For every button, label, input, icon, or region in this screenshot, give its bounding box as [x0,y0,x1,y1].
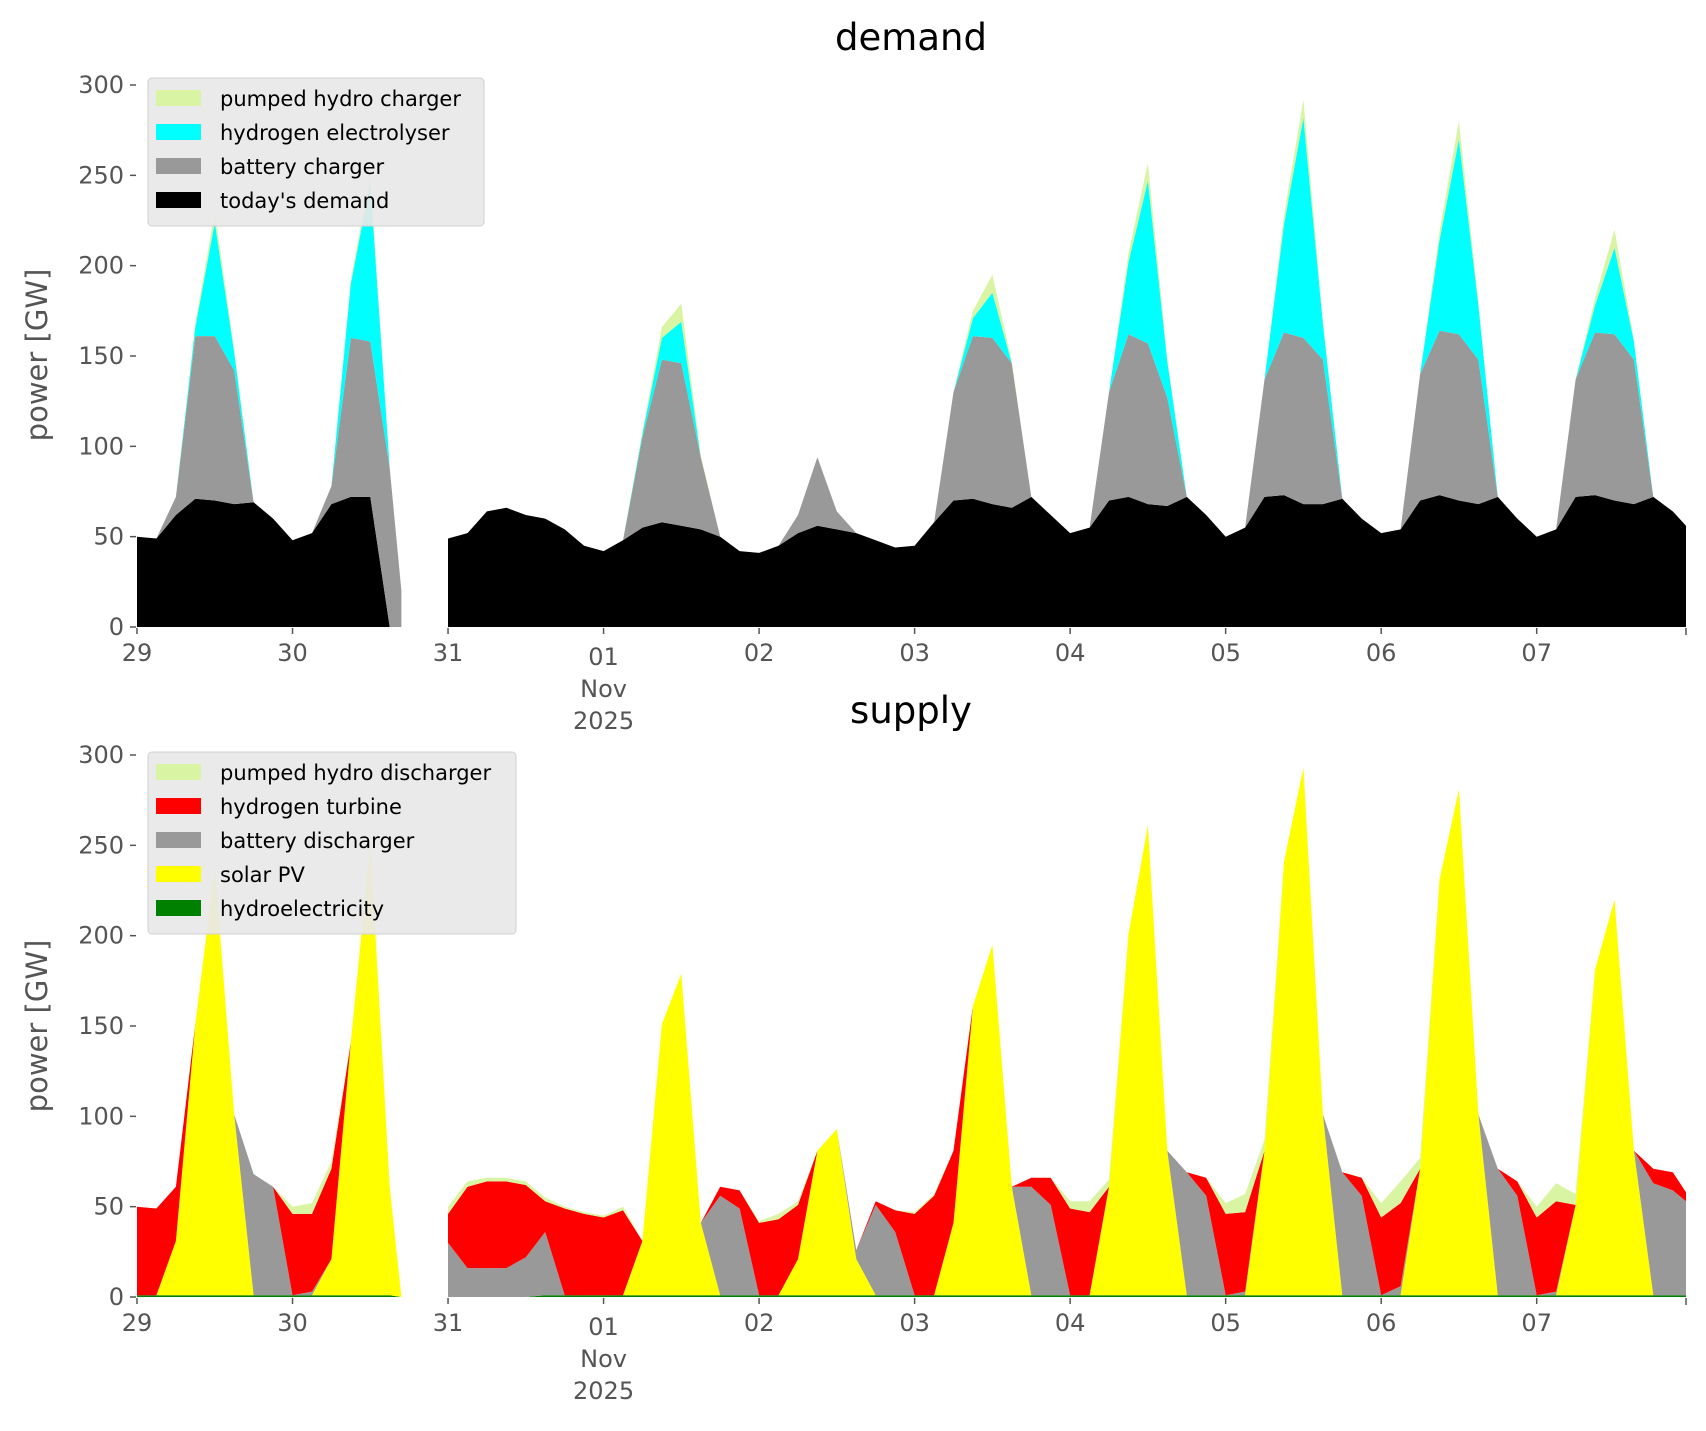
area-hydroelectricity-segment-0 [137,1295,402,1297]
area-battery-charger-segment-1 [448,330,1686,553]
x-tick-label: 03 [899,639,930,667]
y-tick-label: 50 [93,523,124,551]
x-tick-label: 07 [1521,1309,1552,1337]
area-today-s-demand-segment-0 [137,496,402,627]
supply-x-ticks: 29 30 31 01 Nov 2025 02 03 04 05 06 07 [122,1298,1687,1405]
y-tick-label: 300 [78,741,124,769]
x-tick-label: 04 [1055,639,1086,667]
x-tick-label: 02 [744,639,775,667]
legend-label-hydrogen-turbine: hydrogen turbine [220,795,402,819]
supply-y-axis-label: power [GW] [20,940,54,1113]
legend-swatch-solar-pv [156,866,201,882]
legend-swatch-pumped-hydro-discharger [156,764,201,780]
x-tick-label: 31 [433,639,464,667]
x-tick-label: 06 [1366,639,1397,667]
y-tick-label: 100 [78,432,124,460]
x-tick-label: 02 [744,1309,775,1337]
y-tick-label: 150 [78,1012,124,1040]
area-hydrogen-turbine-segment-0 [137,843,402,1297]
legend-swatch-hydrogen-electrolyser [156,124,201,140]
legend-box [147,77,485,227]
x-tick-label: 05 [1210,1309,1241,1337]
x-tick-label: 31 [433,1309,464,1337]
area-battery-discharger-segment-0 [137,843,402,1297]
legend-swatch-battery-discharger [156,832,201,848]
area-solar-pv-segment-1 [448,767,1686,1297]
demand-areas [137,99,1686,627]
y-tick-label: 200 [78,922,124,950]
supply-title: supply [850,689,972,732]
x-tick-label: 05 [1210,639,1241,667]
area-pumped-hydro-charger-segment-0 [137,175,402,591]
demand-title: demand [835,16,987,59]
legend-swatch-hydrogen-turbine [156,798,201,814]
demand-x-ticks: 29 30 31 01 Nov 2025 02 03 04 05 06 07 [122,628,1687,735]
demand-y-ticks: 0 50 100 150 200 250 300 [78,71,136,641]
y-tick-label: 100 [78,1102,124,1130]
x-tick-label: 30 [277,1309,308,1337]
y-tick-label: 250 [78,161,124,189]
legend-label-pumped-hydro-discharger: pumped hydro discharger [220,761,491,785]
supply-areas [137,767,1686,1297]
area-solar-pv-segment-0 [137,843,402,1297]
y-tick-label: 200 [78,252,124,280]
legend-swatch-hydroelectricity [156,900,201,916]
y-tick-label: 250 [78,831,124,859]
x-tick-label: 29 [122,1309,153,1337]
y-tick-label: 300 [78,71,124,99]
legend-label-battery-discharger: battery discharger [220,829,415,853]
legend-swatch-pumped-hydro-charger [156,90,201,106]
legend-label-hydroelectricity: hydroelectricity [220,897,384,921]
y-tick-label: 0 [109,613,124,641]
x-tick-label: 30 [277,639,308,667]
area-today-s-demand-segment-1 [448,495,1686,627]
supply-y-ticks: 0 50 100 150 200 250 300 [78,741,136,1311]
legend-label-pumped-hydro-charger: pumped hydro charger [220,87,461,111]
x-tick-label: 01 [588,1313,619,1341]
legend-swatch-battery-charger [156,158,201,174]
x-tick-sublabel: Nov [580,675,627,703]
supply-legend: pumped hydro discharger hydrogen turbine b… [147,751,517,935]
legend-box [147,751,517,935]
legend-label-hydrogen-electrolyser: hydrogen electrolyser [220,121,450,145]
legend-label-battery-charger: battery charger [220,155,385,179]
area-pumped-hydro-discharger-segment-1 [448,767,1686,1250]
x-tick-label: 29 [122,639,153,667]
y-tick-label: 50 [93,1193,124,1221]
area-battery-charger-segment-0 [137,336,402,627]
x-tick-label: 06 [1366,1309,1397,1337]
x-tick-label: 04 [1055,1309,1086,1337]
x-tick-label: 01 [588,643,619,671]
y-tick-label: 0 [109,1283,124,1311]
legend-swatch-today-s-demand [156,192,201,208]
legend-label-solar-pv: solar PV [220,863,305,887]
legend-label-today-s-demand: today's demand [220,189,389,213]
x-tick-sublabel: 2025 [573,707,634,735]
area-hydrogen-turbine-segment-1 [448,767,1686,1296]
y-tick-label: 150 [78,342,124,370]
x-tick-label: 03 [899,1309,930,1337]
demand-legend: pumped hydro charger hydrogen electrolyse… [147,77,485,227]
x-tick-label: 07 [1521,639,1552,667]
demand-y-axis-label: power [GW] [20,269,54,442]
x-tick-sublabel: 2025 [573,1377,634,1405]
x-tick-sublabel: Nov [580,1345,627,1373]
area-hydroelectricity-segment-1 [448,1295,1686,1297]
